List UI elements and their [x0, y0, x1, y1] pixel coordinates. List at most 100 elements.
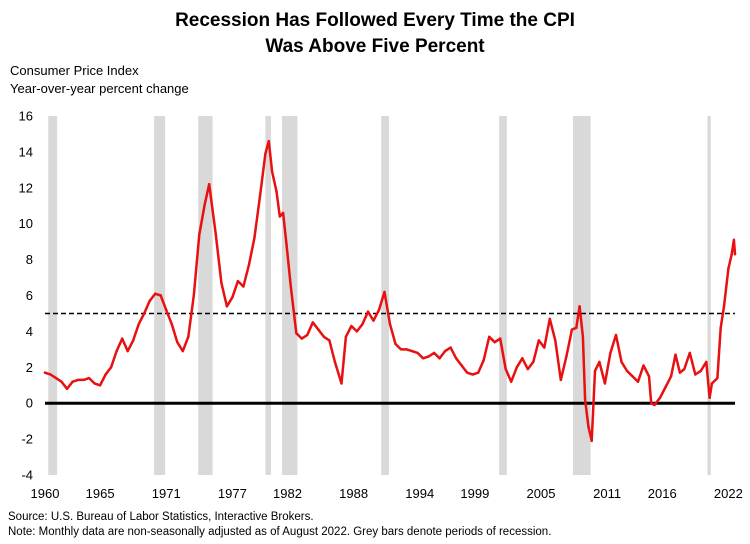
data-point	[82, 378, 85, 382]
data-point	[636, 380, 640, 383]
recession-bar-0	[48, 116, 58, 475]
y-tick-label-10: 16	[19, 109, 33, 124]
recession-bar-8	[707, 116, 711, 475]
data-point	[306, 333, 309, 337]
data-point	[258, 195, 262, 198]
data-point	[705, 360, 708, 364]
data-point	[295, 331, 298, 335]
data-point	[405, 348, 408, 351]
data-point	[730, 253, 733, 256]
data-point	[340, 382, 343, 385]
data-point	[532, 360, 535, 364]
data-point	[71, 380, 74, 383]
data-point	[366, 310, 370, 313]
data-point	[732, 238, 736, 242]
y-tick-label-2: 0	[26, 396, 33, 411]
data-point	[454, 357, 458, 360]
data-point	[220, 281, 223, 285]
data-point	[231, 296, 234, 299]
chart-title-line-1: Recession Has Followed Every Time the CP…	[175, 10, 575, 31]
data-point	[476, 371, 480, 374]
data-point	[43, 371, 47, 374]
data-point	[198, 233, 201, 236]
y-tick-label-3: 2	[26, 360, 33, 375]
data-point	[537, 339, 541, 342]
data-point	[416, 351, 419, 355]
data-point	[165, 308, 168, 312]
data-point	[581, 335, 585, 338]
data-point	[137, 323, 140, 326]
data-point	[583, 398, 587, 401]
data-point	[154, 292, 157, 295]
data-point	[410, 349, 414, 353]
data-point	[548, 317, 552, 321]
data-point	[727, 267, 730, 270]
data-point	[647, 375, 651, 378]
chart-footer: Source: U.S. Bureau of Labor Statistics,…	[8, 510, 551, 540]
data-point	[443, 349, 447, 353]
data-point	[148, 299, 151, 303]
data-point	[143, 312, 146, 315]
data-point	[421, 357, 425, 360]
data-point	[504, 367, 507, 371]
data-point	[733, 253, 737, 256]
x-tick-label-6: 1994	[405, 486, 434, 501]
y-tick-label-5: 6	[26, 288, 33, 303]
data-point	[543, 346, 546, 349]
data-point	[719, 326, 722, 330]
data-point	[587, 425, 590, 428]
data-point	[598, 360, 601, 364]
data-point	[242, 285, 245, 288]
data-point	[559, 378, 563, 382]
data-point	[578, 305, 581, 308]
data-point	[699, 369, 703, 373]
x-tick-label-5: 1988	[339, 486, 368, 501]
data-point	[131, 339, 135, 342]
recession-bar-2	[198, 116, 213, 475]
data-point	[267, 139, 270, 143]
data-point	[159, 294, 162, 297]
data-point	[344, 335, 348, 338]
data-point	[372, 319, 375, 322]
data-point	[93, 382, 96, 385]
chart-title-line-2: Was Above Five Percent	[265, 36, 485, 57]
recession-bar-3	[265, 116, 271, 475]
data-point	[328, 339, 331, 342]
data-point	[609, 351, 612, 355]
data-point	[515, 366, 518, 369]
y-axis-label: Consumer Price Index Year-over-year perc…	[10, 62, 189, 98]
data-point	[465, 371, 469, 374]
data-point	[281, 211, 285, 215]
data-point	[377, 308, 381, 312]
data-point	[625, 369, 629, 373]
data-point	[620, 360, 623, 364]
data-point	[614, 333, 618, 337]
data-point	[289, 285, 292, 288]
data-point	[214, 233, 218, 236]
x-tick-label-11: 2022	[714, 486, 743, 501]
data-point	[631, 375, 634, 378]
recession-bar-7	[572, 116, 591, 475]
data-point	[65, 387, 69, 391]
data-point	[658, 396, 662, 400]
data-point	[361, 323, 364, 326]
data-point	[98, 384, 102, 387]
data-point	[383, 290, 386, 294]
x-tick-label-0: 1960	[31, 486, 60, 501]
data-point	[350, 324, 353, 328]
data-point	[650, 402, 653, 405]
data-point	[278, 215, 281, 218]
data-point	[575, 326, 578, 330]
data-point	[355, 330, 359, 333]
y-tick-label-6: 8	[26, 252, 33, 267]
data-point	[688, 351, 692, 355]
x-tick-label-1: 1965	[86, 486, 115, 501]
data-point	[716, 376, 719, 380]
data-point	[488, 335, 491, 338]
y-axis-label-line-1: Consumer Price Index	[10, 63, 139, 78]
data-point	[109, 366, 113, 369]
data-point	[694, 373, 697, 376]
data-point	[399, 348, 403, 351]
data-note: Note: Monthly data are non-seasonally ad…	[8, 526, 552, 538]
